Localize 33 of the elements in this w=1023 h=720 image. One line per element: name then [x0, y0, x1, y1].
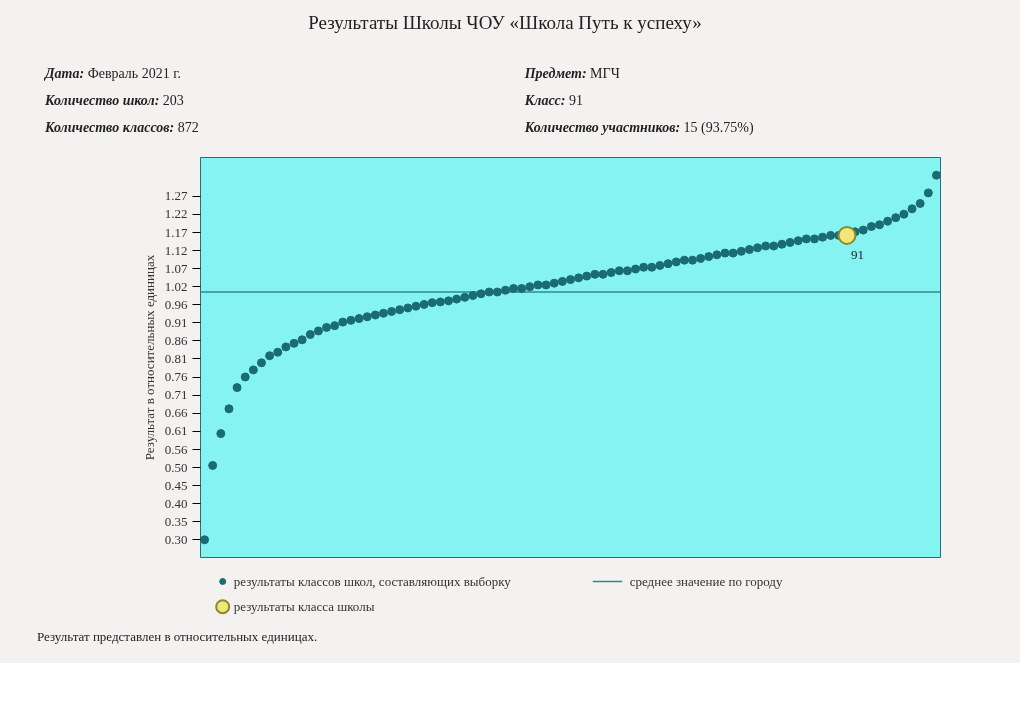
text: Количество школ: 203: [45, 92, 185, 111]
y-tick-label: 1.02: [164, 278, 188, 294]
legend-label: среднее значение по городу: [629, 574, 783, 589]
y-tick-label: 0.45: [164, 477, 188, 493]
y-tick-label: 1.17: [164, 224, 188, 240]
y-tick-label: 0.86: [164, 332, 188, 348]
y-tick-label: 1.07: [164, 260, 188, 276]
y-axis-title: Результат в относительных единицах: [141, 254, 157, 461]
y-tick-label: 0.76: [164, 369, 188, 385]
annotation: 91: [850, 247, 864, 263]
text: Количество классов: 872: [45, 119, 200, 138]
y-tick-label: 1.22: [164, 206, 188, 222]
y-tick-label: 0.35: [164, 513, 188, 529]
y-tick-label: 0.50: [164, 459, 188, 475]
y-tick-label: 0.30: [164, 531, 188, 547]
text: Предмет: МГЧ: [524, 65, 621, 84]
legend-label: результаты класса школы: [233, 599, 375, 615]
y-tick-label: 1.12: [164, 242, 188, 258]
y-tick-label: 0.66: [164, 405, 188, 421]
chart-title: Результаты Школы ЧОУ «Школа Путь к успеху»: [307, 11, 703, 35]
y-tick-label: 0.71: [164, 387, 188, 403]
y-tick-label: 0.96: [164, 296, 188, 312]
y-tick-label: 0.91: [164, 314, 188, 330]
text: Результат представлен в относительных единицах.: [37, 628, 318, 646]
y-tick-label: 1.27: [164, 188, 188, 204]
y-tick-label: 0.40: [164, 495, 188, 511]
y-tick-label: 0.61: [164, 423, 188, 439]
y-tick-label: 0.56: [164, 441, 188, 457]
y-tick-label: 0.81: [164, 350, 188, 366]
text: Дата: Февраль 2021 г.: [45, 65, 182, 84]
text: Класс: 91: [524, 92, 584, 111]
legend-label: результаты классов школ, составляющих выборку: [233, 574, 512, 589]
text: Количество участников: 15 (93.75%): [524, 119, 755, 138]
